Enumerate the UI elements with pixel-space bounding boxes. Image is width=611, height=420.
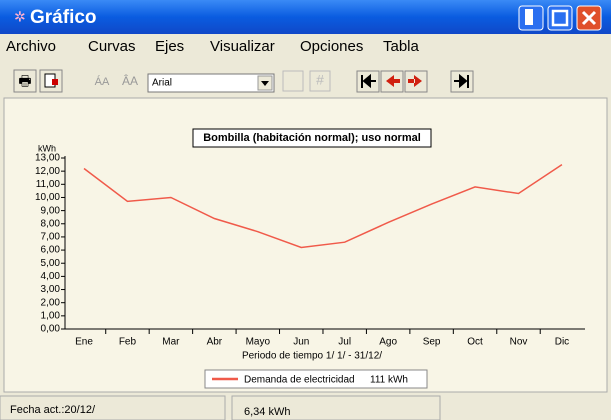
export-icon-red (52, 79, 58, 85)
menu-item[interactable]: Ejes (155, 38, 184, 55)
status-date: Fecha act.:20/12/ (10, 404, 96, 416)
font-small-button[interactable]: ÁA (95, 75, 110, 88)
minimize-icon (525, 9, 533, 25)
x-tick-label: Mayo (246, 337, 271, 348)
y-tick-label: 12,00 (35, 166, 60, 177)
y-tick-label: 3,00 (41, 284, 61, 295)
legend-total: 111 kWh (370, 375, 408, 386)
y-tick-label: 8,00 (41, 218, 61, 229)
y-tick-label: 5,00 (41, 258, 61, 269)
toolbar: 🖶 ÁA ÂA Arial # (13, 69, 474, 93)
x-tick-label: Dic (555, 337, 569, 348)
legend (204, 369, 428, 389)
x-tick-label: Jul (338, 337, 351, 348)
next-icon (408, 75, 422, 87)
menu-item[interactable]: Opciones (300, 38, 363, 55)
font-combo-value: Arial (152, 78, 172, 89)
combo-arrow-icon (261, 81, 269, 86)
y-unit: kWh (38, 143, 56, 153)
x-tick-label: Ene (75, 337, 93, 348)
prev-icon (386, 75, 400, 87)
x-tick-label: Mar (162, 337, 180, 348)
y-tick-label: 6,00 (41, 245, 61, 256)
status-panel (0, 395, 226, 420)
x-tick-label: Feb (119, 337, 137, 348)
maximize-button[interactable] (547, 5, 573, 31)
maximize-icon (551, 9, 569, 27)
title-bar (0, 0, 611, 34)
window-title: Gráfico (30, 7, 97, 28)
chart-title: Bombilla (habitación normal); uso normal (203, 132, 421, 144)
last-icon (454, 73, 469, 89)
menu-item[interactable]: Visualizar (210, 38, 275, 55)
x-tick-label: Sep (423, 337, 441, 348)
x-axis-label: Periodo de tiempo 1/ 1/ - 31/12/ (242, 351, 382, 362)
app-icon: ✲ (14, 9, 26, 25)
print-icon: 🖶 (18, 73, 31, 89)
status-panel (231, 395, 441, 420)
y-tick-label: 7,00 (41, 232, 61, 243)
menu-item[interactable]: Curvas (88, 38, 136, 55)
data-line (83, 163, 563, 249)
plot: 0,00 1,00 2,00 3,00 4,00 5,00 6,00 7,00 8,00 9,00… (35, 153, 585, 348)
y-tick-label: 9,00 (41, 205, 61, 216)
first-icon (361, 73, 376, 89)
y-tick-label: 10,00 (35, 192, 60, 203)
menu-bar: Archivo Curvas Ejes Visualizar Opciones Tabla (6, 38, 420, 55)
menu-item[interactable]: Archivo (6, 38, 56, 55)
y-tick-label: 1,00 (41, 310, 61, 321)
print-button[interactable] (13, 69, 37, 93)
font-combo[interactable] (147, 73, 275, 93)
chart-title-box (192, 128, 432, 148)
legend-toggle[interactable] (282, 70, 304, 92)
status-value: 6,34 kWh (244, 406, 290, 418)
y-tick-label: 11,00 (36, 179, 61, 190)
x-tick-label: Jun (293, 337, 309, 348)
y-tick-label: 0,00 (41, 324, 61, 335)
x-tick-label: Oct (467, 337, 483, 348)
legend-label: Demanda de electricidad (244, 375, 355, 386)
y-tick-label: 4,00 (41, 271, 61, 282)
grid-toggle[interactable] (309, 70, 331, 92)
menu-item[interactable]: Tabla (383, 38, 420, 55)
font-large-button[interactable]: ÂA (122, 73, 138, 88)
x-tick-label: Nov (510, 337, 528, 348)
x-tick-label: Ago (379, 337, 397, 348)
close-icon (581, 10, 597, 26)
y-tick-label: 13,00 (35, 153, 60, 164)
y-tick-label: 2,00 (41, 297, 61, 308)
grid-icon: # (316, 72, 324, 88)
x-tick-label: Abr (207, 337, 223, 348)
